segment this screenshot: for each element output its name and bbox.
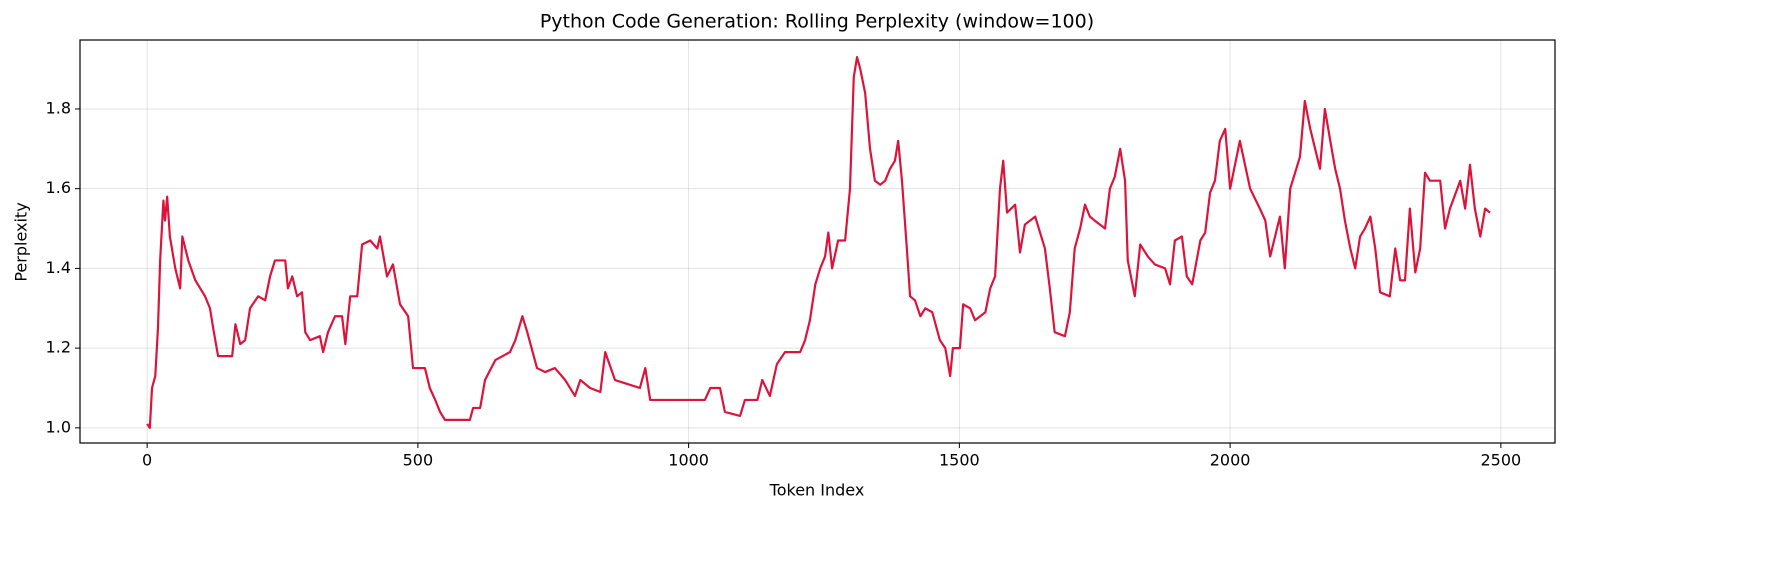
y-tick-label: 1.8: [46, 98, 71, 117]
chart-title: Python Code Generation: Rolling Perplexi…: [540, 11, 1094, 33]
y-axis-label: Perplexity: [12, 202, 31, 281]
y-tick-label: 1.4: [46, 258, 71, 277]
x-tick-label: 2500: [1480, 451, 1521, 470]
line: [146, 56, 1491, 429]
x-tick-label: 500: [403, 451, 434, 470]
x-tick-label: 2000: [1210, 451, 1251, 470]
y-tick-label: 1.0: [46, 417, 71, 436]
x-tick-label: 1500: [939, 451, 980, 470]
x-axis-label: Token Index: [769, 481, 865, 500]
x-tick-label: 0: [142, 451, 152, 470]
plot-frame: [79, 39, 1556, 444]
y-tick-label: 1.6: [46, 178, 71, 197]
x-tick-label: 1000: [668, 451, 709, 470]
y-tick-label: 1.2: [46, 338, 71, 357]
